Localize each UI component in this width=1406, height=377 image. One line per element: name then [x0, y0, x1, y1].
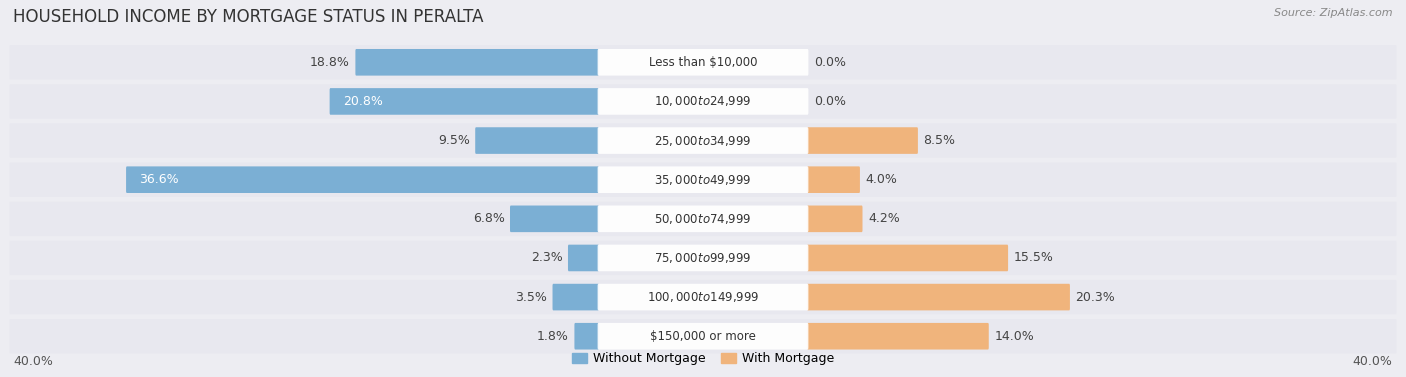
Text: 0.0%: 0.0% — [814, 56, 846, 69]
Text: 14.0%: 14.0% — [994, 330, 1033, 343]
FancyBboxPatch shape — [475, 127, 599, 154]
FancyBboxPatch shape — [598, 205, 808, 232]
Text: 1.8%: 1.8% — [537, 330, 569, 343]
FancyBboxPatch shape — [10, 123, 1396, 158]
FancyBboxPatch shape — [127, 166, 599, 193]
FancyBboxPatch shape — [598, 166, 808, 193]
Text: HOUSEHOLD INCOME BY MORTGAGE STATUS IN PERALTA: HOUSEHOLD INCOME BY MORTGAGE STATUS IN P… — [13, 8, 484, 26]
FancyBboxPatch shape — [10, 162, 1396, 197]
FancyBboxPatch shape — [598, 323, 808, 349]
Text: 8.5%: 8.5% — [924, 134, 955, 147]
Text: 0.0%: 0.0% — [814, 95, 846, 108]
Text: Source: ZipAtlas.com: Source: ZipAtlas.com — [1274, 8, 1393, 18]
FancyBboxPatch shape — [510, 205, 599, 232]
FancyBboxPatch shape — [10, 45, 1396, 80]
FancyBboxPatch shape — [10, 84, 1396, 119]
Text: $10,000 to $24,999: $10,000 to $24,999 — [654, 94, 752, 109]
Text: Less than $10,000: Less than $10,000 — [648, 56, 758, 69]
Text: $35,000 to $49,999: $35,000 to $49,999 — [654, 173, 752, 187]
Text: 36.6%: 36.6% — [139, 173, 179, 186]
FancyBboxPatch shape — [10, 202, 1396, 236]
Text: 4.2%: 4.2% — [868, 212, 900, 225]
FancyBboxPatch shape — [807, 323, 988, 349]
Text: $75,000 to $99,999: $75,000 to $99,999 — [654, 251, 752, 265]
FancyBboxPatch shape — [553, 284, 599, 310]
FancyBboxPatch shape — [598, 284, 808, 310]
FancyBboxPatch shape — [598, 245, 808, 271]
FancyBboxPatch shape — [568, 245, 599, 271]
FancyBboxPatch shape — [329, 88, 599, 115]
Text: 40.0%: 40.0% — [13, 355, 53, 368]
FancyBboxPatch shape — [598, 127, 808, 154]
Text: 2.3%: 2.3% — [531, 251, 562, 264]
Text: 40.0%: 40.0% — [1353, 355, 1393, 368]
Legend: Without Mortgage, With Mortgage: Without Mortgage, With Mortgage — [572, 352, 834, 365]
FancyBboxPatch shape — [10, 241, 1396, 275]
FancyBboxPatch shape — [575, 323, 599, 349]
Text: $150,000 or more: $150,000 or more — [650, 330, 756, 343]
Text: $50,000 to $74,999: $50,000 to $74,999 — [654, 212, 752, 226]
FancyBboxPatch shape — [10, 280, 1396, 314]
Text: 15.5%: 15.5% — [1014, 251, 1053, 264]
Text: 20.3%: 20.3% — [1076, 291, 1115, 303]
Text: 9.5%: 9.5% — [437, 134, 470, 147]
Text: 18.8%: 18.8% — [311, 56, 350, 69]
Text: 20.8%: 20.8% — [343, 95, 382, 108]
FancyBboxPatch shape — [807, 127, 918, 154]
Text: 6.8%: 6.8% — [472, 212, 505, 225]
Text: $100,000 to $149,999: $100,000 to $149,999 — [647, 290, 759, 304]
FancyBboxPatch shape — [807, 205, 862, 232]
FancyBboxPatch shape — [10, 319, 1396, 354]
Text: $25,000 to $34,999: $25,000 to $34,999 — [654, 133, 752, 147]
FancyBboxPatch shape — [807, 284, 1070, 310]
Text: 4.0%: 4.0% — [865, 173, 897, 186]
FancyBboxPatch shape — [807, 245, 1008, 271]
FancyBboxPatch shape — [356, 49, 599, 76]
FancyBboxPatch shape — [598, 49, 808, 76]
FancyBboxPatch shape — [598, 88, 808, 115]
FancyBboxPatch shape — [807, 166, 860, 193]
Text: 3.5%: 3.5% — [515, 291, 547, 303]
